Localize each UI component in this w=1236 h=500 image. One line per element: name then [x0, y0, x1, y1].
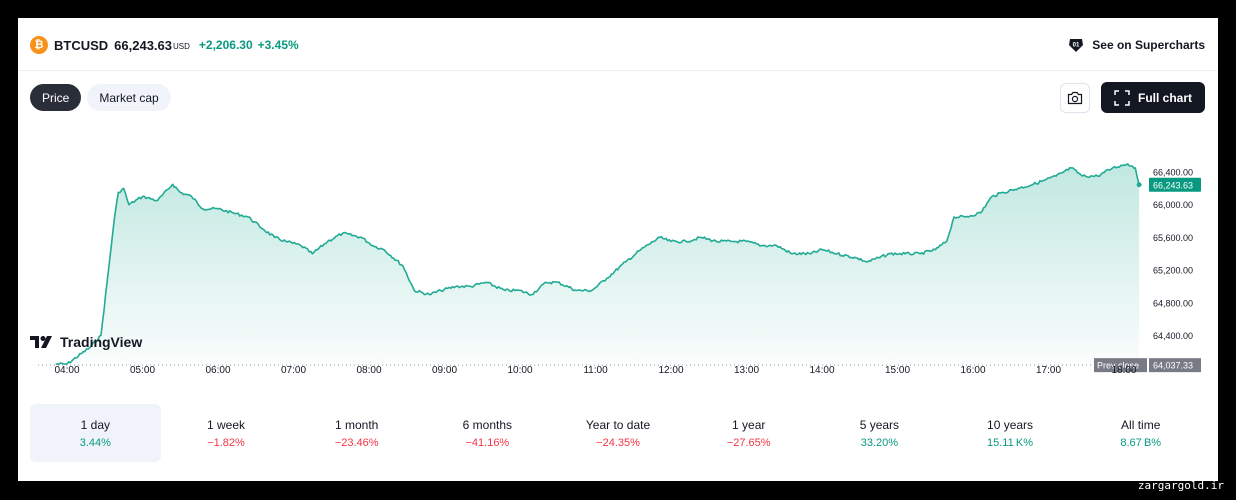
period-label: 1 week [206, 417, 246, 432]
period-label: 5 years [859, 417, 900, 432]
watermark-text: zargargold.ir [1137, 479, 1224, 492]
full-chart-button[interactable]: Full chart [1101, 82, 1205, 113]
period-all-time[interactable]: All time 8.67 B% [1075, 404, 1206, 462]
last-price-label: 66,243.63 [1153, 180, 1193, 190]
svg-text:01: 01 [1073, 43, 1080, 49]
x-tick-label: 09:00 [432, 365, 457, 376]
price-change-pct: +3.45% [257, 38, 299, 52]
y-tick-label: 65,600.00 [1153, 233, 1193, 243]
x-tick-label: 11:00 [583, 365, 608, 376]
prev-close-tag [1094, 358, 1147, 373]
period-1-day[interactable]: 1 day 3.44% [30, 404, 161, 462]
y-tick-label: 65,200.00 [1153, 266, 1193, 276]
last-price-dot [1136, 182, 1142, 188]
x-tick-label: 13:00 [734, 365, 759, 376]
see-on-supercharts-label: See on Supercharts [1092, 38, 1205, 52]
x-tick-label: 10:00 [507, 365, 532, 376]
period-change: −41.16% [465, 436, 510, 449]
price-change-abs: +2,206.30 [198, 38, 253, 52]
expand-icon [1114, 89, 1130, 106]
x-tick-label: 18:00 [1111, 365, 1136, 376]
period-6-months[interactable]: 6 months −41.16% [422, 404, 553, 462]
period-change: 8.67 B% [1120, 436, 1162, 449]
chart-mode-tabs: Price Market cap [30, 84, 171, 111]
x-tick-label: 16:00 [960, 365, 985, 376]
x-tick-label: 14:00 [809, 365, 834, 376]
full-chart-label: Full chart [1137, 90, 1192, 105]
period-change: −27.65% [726, 436, 771, 449]
y-tick-label: 64,400.00 [1153, 331, 1193, 341]
period-10-years[interactable]: 10 years 15.11 K% [945, 404, 1076, 462]
period-label: 1 month [335, 417, 379, 432]
symbol-header: ₿ BTCUSD 66,243.63 USD +2,206.30 +3.45% [30, 32, 304, 58]
period-label: 6 months [462, 417, 513, 432]
y-tick-label: 66,000.00 [1153, 200, 1193, 210]
x-tick-label: 07:00 [281, 365, 306, 376]
header-divider [18, 70, 1218, 71]
period-label: All time [1121, 417, 1161, 432]
x-tick-label: 17:00 [1036, 365, 1061, 376]
see-on-supercharts-link[interactable]: 01 See on Supercharts [1067, 36, 1205, 54]
prev-close-label: Prev close [1097, 361, 1139, 371]
period-1-year[interactable]: 1 year −27.65% [683, 404, 814, 462]
period-change: −23.46% [334, 436, 379, 449]
period-change: 33.20% [860, 436, 899, 449]
period-change: 3.44% [79, 436, 111, 449]
period-label: 1 day [80, 417, 111, 432]
period-1-week[interactable]: 1 week −1.82% [161, 404, 292, 462]
bitcoin-icon: ₿ [30, 36, 48, 54]
y-tick-label: 64,800.00 [1153, 298, 1193, 308]
last-price-tag [1149, 177, 1201, 192]
last-price: 66,243.63 [114, 37, 173, 53]
period-change: −24.35% [596, 436, 640, 449]
x-tick-label: 06:00 [205, 365, 230, 376]
price-line[interactable] [55, 163, 1140, 366]
currency-label: USD [173, 42, 190, 51]
period-label: 1 year [732, 417, 766, 432]
x-tick-label: 04:00 [54, 365, 79, 376]
tab-market-cap[interactable]: Market cap [87, 84, 171, 111]
period-5-years[interactable]: 5 years 33.20% [814, 404, 945, 462]
period-change: −1.82% [207, 436, 245, 449]
tab-price[interactable]: Price [30, 84, 82, 111]
snapshot-button[interactable] [1060, 83, 1090, 113]
period-label: 10 years [987, 417, 1034, 432]
x-tick-label: 05:00 [130, 365, 155, 376]
x-tick-label: 15:00 [885, 365, 910, 376]
tradingview-logo-text: TradingView [60, 334, 143, 350]
x-tick-label: 12:00 [658, 365, 683, 376]
period-change: 15.11 K% [987, 436, 1034, 449]
symbol-name[interactable]: BTCUSD [54, 37, 109, 53]
price-area-fill [55, 163, 1140, 365]
price-chart[interactable]: 66,400.00 66,000.00 65,600.00 65,200.00 64,8… [18, 122, 1218, 392]
prev-close-value: 64,037.33 [1153, 361, 1193, 371]
chart-widget: ₿ BTCUSD 66,243.63 USD +2,206.30 +3.45% … [18, 18, 1218, 481]
tradingview-logo: TradingView [30, 334, 142, 350]
tradingview-logo-icon [30, 336, 52, 348]
y-tick-label: 66,400.00 [1153, 168, 1193, 178]
prev-close-value-tag [1149, 358, 1201, 373]
tradingview-badge-icon: 01 [1069, 39, 1084, 52]
period-selector: 1 day 3.44% 1 week −1.82% 1 month −23.46… [30, 404, 1206, 462]
period-1-month[interactable]: 1 month −23.46% [291, 404, 422, 462]
x-tick-label: 08:00 [356, 365, 381, 376]
camera-icon [1067, 91, 1083, 105]
period-label: Year to date [585, 417, 651, 432]
period-year-to-date[interactable]: Year to date −24.35% [553, 404, 684, 462]
